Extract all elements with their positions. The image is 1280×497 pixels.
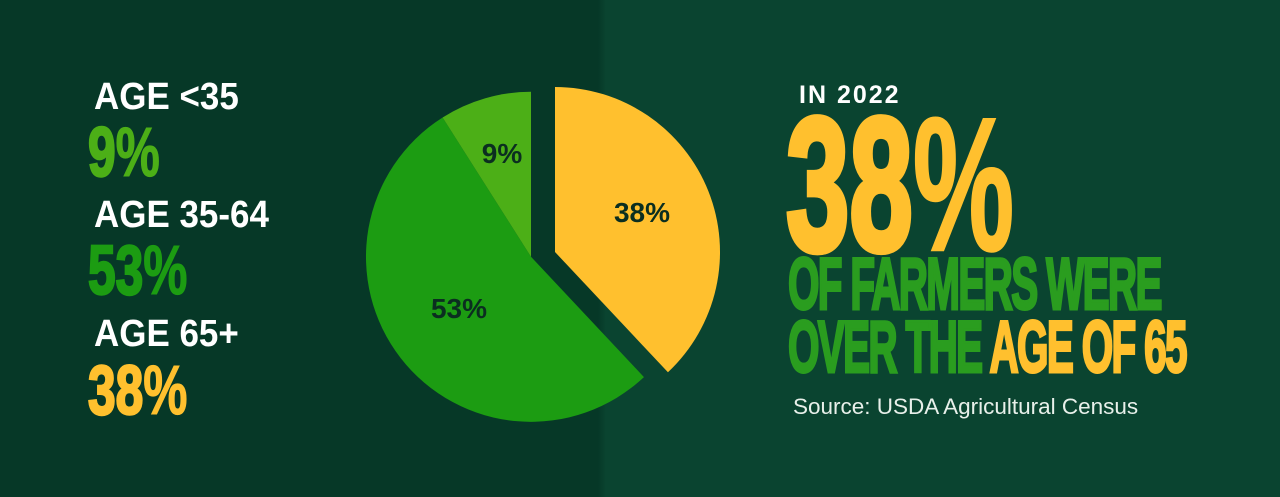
svg-text:9%: 9% [482, 138, 523, 169]
svg-text:38%: 38% [614, 197, 670, 228]
svg-text:53%: 53% [431, 293, 487, 324]
